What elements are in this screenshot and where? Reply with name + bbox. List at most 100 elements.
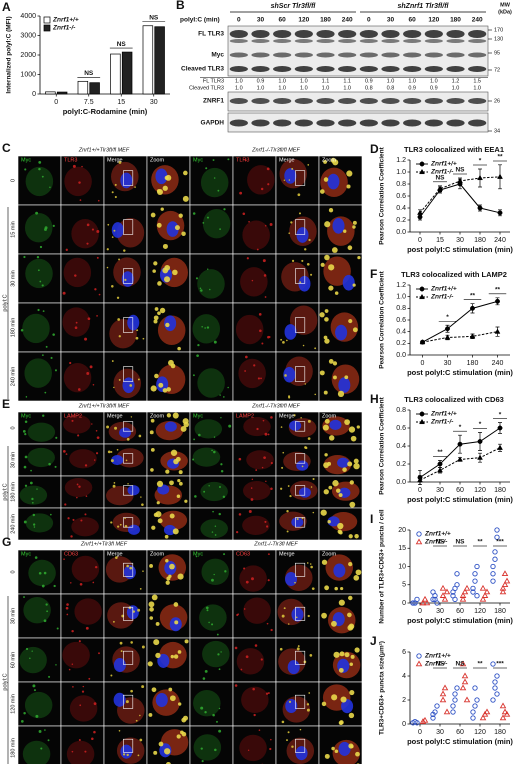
puncta xyxy=(205,606,209,610)
y-axis-label: TLR3+CD63+ puncta size(μm²) xyxy=(379,641,386,735)
puncta xyxy=(307,419,311,423)
puncta xyxy=(212,510,214,513)
puncta xyxy=(170,363,176,369)
puncta xyxy=(312,511,315,514)
puncta xyxy=(23,520,27,524)
nucleus xyxy=(285,572,298,587)
band xyxy=(403,39,422,43)
puncta xyxy=(193,438,196,441)
band xyxy=(273,66,292,72)
puncta xyxy=(88,677,91,680)
y-tick-label: 0.8 xyxy=(396,181,406,188)
zoom-box xyxy=(123,485,134,496)
puncta xyxy=(248,510,252,513)
point xyxy=(497,425,503,431)
puncta xyxy=(159,307,166,314)
micrograph xyxy=(189,475,234,509)
puncta xyxy=(335,488,341,493)
point xyxy=(459,595,467,602)
sig-label: NS xyxy=(455,539,465,546)
cell-body xyxy=(243,416,271,437)
legend-label: Znrf1+/+ xyxy=(424,531,451,538)
nucleus xyxy=(164,315,177,332)
puncta xyxy=(324,309,329,313)
x-tick-label: 180 xyxy=(474,237,486,244)
row-label: 60 min xyxy=(10,652,16,669)
point xyxy=(501,570,509,577)
bar xyxy=(142,25,154,95)
legend-marker xyxy=(419,161,425,167)
puncta xyxy=(71,419,74,422)
puncta xyxy=(223,208,226,211)
sig-label: ** xyxy=(477,661,483,668)
puncta xyxy=(236,613,239,617)
puncta xyxy=(267,183,270,186)
puncta xyxy=(62,291,66,295)
puncta xyxy=(312,478,315,481)
puncta xyxy=(55,436,58,439)
band xyxy=(229,119,248,127)
y-tick-label: 0.6 xyxy=(396,193,406,200)
puncta xyxy=(66,613,69,616)
nucleus xyxy=(163,524,176,536)
legend-label: Znrf1-/- xyxy=(424,661,447,668)
nucleus xyxy=(327,516,340,527)
column-label: CD63 xyxy=(236,551,250,557)
chart-title: TLR3 colocalized with EEA1 xyxy=(404,145,504,154)
puncta xyxy=(212,159,215,161)
row-label: 120 min xyxy=(10,694,16,714)
puncta xyxy=(197,344,200,347)
point xyxy=(452,596,458,602)
puncta xyxy=(48,675,51,678)
puncta xyxy=(334,749,339,754)
puncta xyxy=(288,396,291,399)
puncta xyxy=(91,423,93,425)
puncta xyxy=(328,285,334,291)
puncta xyxy=(95,452,99,455)
puncta xyxy=(81,690,85,693)
y-axis-label: Pearson Correlation Coefficient xyxy=(379,396,386,494)
puncta xyxy=(354,533,359,539)
puncta xyxy=(220,651,222,653)
x-tick-label: 15 xyxy=(436,237,444,244)
puncta xyxy=(126,753,129,757)
puncta xyxy=(204,327,206,329)
nucleus xyxy=(332,218,345,234)
band xyxy=(338,52,357,58)
row-label: 180 min xyxy=(10,482,16,502)
puncta xyxy=(69,361,72,365)
puncta xyxy=(74,274,77,277)
puncta xyxy=(353,575,360,581)
micrograph xyxy=(232,593,277,639)
puncta xyxy=(306,708,310,712)
band xyxy=(468,52,487,58)
x-tick-label: 180 xyxy=(467,360,479,367)
zoom-box xyxy=(295,170,306,186)
quant-value: 1.0 xyxy=(257,85,265,91)
group-label: Znrf1+/+Tlr3fl/fl MEF xyxy=(78,403,130,409)
band xyxy=(403,52,422,58)
puncta xyxy=(153,319,158,324)
puncta xyxy=(44,729,46,731)
puncta xyxy=(324,221,331,228)
puncta xyxy=(183,715,188,721)
puncta xyxy=(76,483,79,486)
puncta xyxy=(347,612,352,618)
sig-label: NS xyxy=(435,661,445,668)
column-label: Merge xyxy=(107,413,123,419)
x-tick-label: 180 xyxy=(494,608,506,615)
group-label: Znrf1-/-Tlr3fl MEF xyxy=(253,541,298,547)
band xyxy=(468,98,487,104)
puncta xyxy=(75,321,78,324)
puncta xyxy=(172,528,179,535)
puncta xyxy=(270,628,273,632)
cell-body xyxy=(63,362,92,393)
puncta xyxy=(192,458,195,461)
puncta xyxy=(284,374,287,377)
puncta xyxy=(31,497,34,501)
puncta xyxy=(212,713,215,717)
puncta xyxy=(106,248,109,251)
micrograph xyxy=(275,204,320,255)
puncta xyxy=(117,525,120,528)
